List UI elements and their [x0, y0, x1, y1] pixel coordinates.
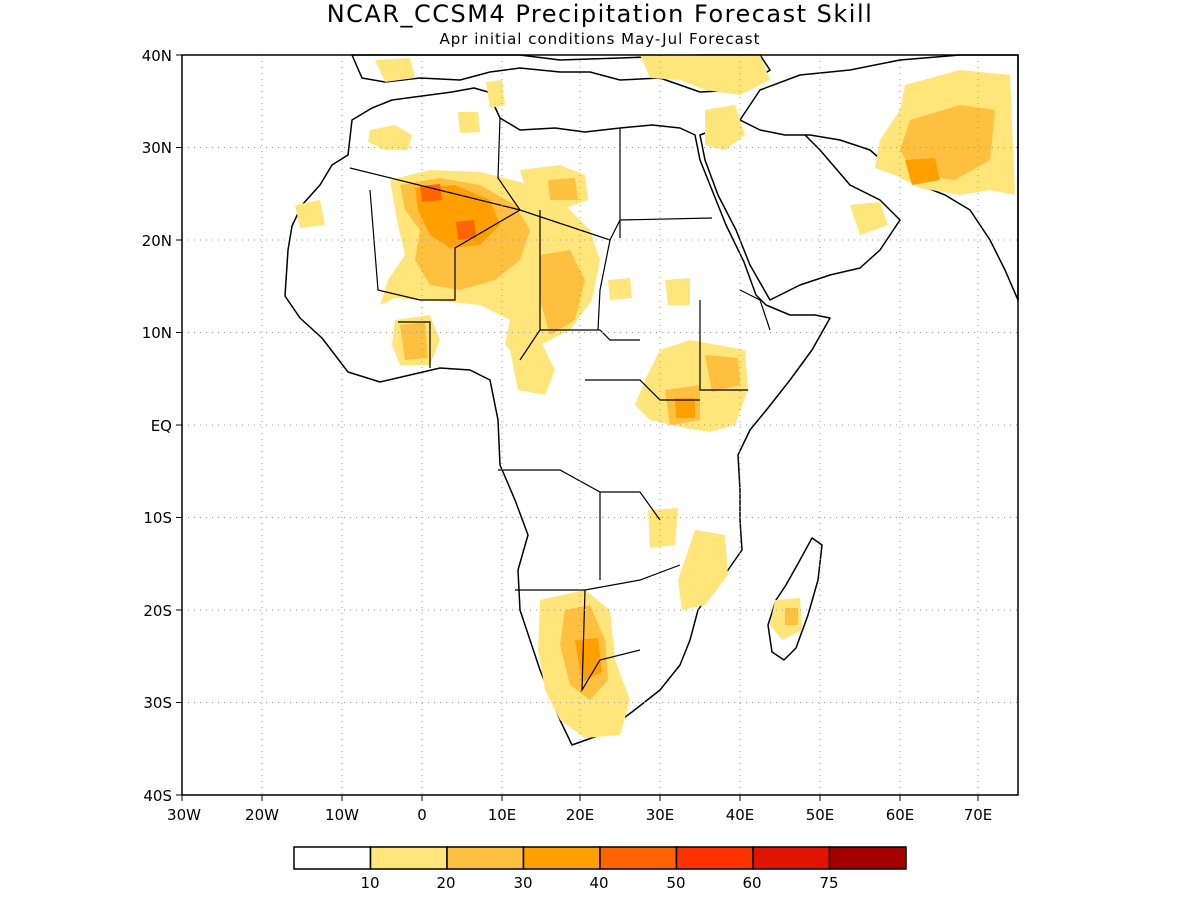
- lat-tick-label: 40S: [143, 787, 172, 805]
- plot-area: [176, 54, 1019, 801]
- colorbar-label: 75: [819, 874, 838, 892]
- lat-tick-label: 20S: [143, 602, 172, 620]
- skill-area-10-20: [850, 202, 888, 235]
- lat-tick-label: EQ: [151, 417, 172, 435]
- colorbar-label: 40: [589, 874, 608, 892]
- lon-tick-label: 70E: [964, 806, 993, 824]
- map-subtitle: Apr initial conditions May-Jul Forecast: [439, 30, 760, 48]
- gridlines: [182, 55, 1018, 795]
- lon-tick-label: 10W: [325, 806, 359, 824]
- skill-area-20-30: [400, 322, 428, 360]
- skill-area-20-30: [705, 355, 740, 392]
- lon-tick-label: 50E: [806, 806, 835, 824]
- colorbar-label: 10: [360, 874, 379, 892]
- colorbar-boxes: [293, 846, 907, 870]
- skill-shading: [295, 55, 1015, 738]
- skill-area-30-40: [905, 158, 940, 185]
- skill-area-10-20: [665, 278, 690, 305]
- skill-area-10-20: [705, 105, 745, 150]
- skill-area-10-20: [678, 530, 728, 610]
- tick-marks: [176, 54, 979, 801]
- skill-area-20-30: [548, 178, 578, 200]
- colorbar-swatch: [675, 846, 754, 870]
- lat-tick-label: 30S: [143, 694, 172, 712]
- skill-area-10-20: [486, 80, 505, 108]
- skill-area-40-50: [456, 220, 476, 240]
- longitude-axis: 30W 20W 10W 0 10E 20E 30E 40E 50E 60E 70…: [167, 806, 992, 824]
- colorbar-swatch: [752, 846, 831, 870]
- skill-area-30-40: [415, 185, 500, 248]
- skill-area-10-20: [375, 58, 415, 82]
- lat-tick-label: 30N: [142, 139, 172, 157]
- colorbar-swatch: [293, 846, 372, 870]
- skill-area-10-20: [368, 125, 412, 150]
- latitude-axis: 40N 30N 20N 10N EQ 10S 20S 30S 40S: [142, 47, 172, 805]
- lat-tick-label: 10S: [143, 509, 172, 527]
- colorbar: 10 20 30 40 50 60 75: [293, 846, 907, 892]
- lat-tick-label: 40N: [142, 47, 172, 65]
- lon-tick-label: 60E: [886, 806, 915, 824]
- colorbar-label: 30: [513, 874, 532, 892]
- skill-area-20-30: [785, 608, 798, 625]
- skill-area-30-40: [675, 398, 695, 418]
- skill-area-10-20: [458, 112, 480, 133]
- arabia-landmass: [699, 109, 901, 301]
- colorbar-swatch: [828, 846, 907, 870]
- colorbar-swatch: [522, 846, 601, 870]
- lon-tick-label: 30E: [646, 806, 675, 824]
- skill-area-10-20: [640, 55, 770, 95]
- lon-tick-label: 40E: [726, 806, 755, 824]
- colorbar-label: 60: [742, 874, 761, 892]
- skill-area-10-20: [648, 508, 678, 548]
- map-title: NCAR_CCSM4 Precipitation Forecast Skill: [327, 0, 874, 28]
- skill-area-20-30: [540, 250, 585, 335]
- lon-tick-label: 20E: [566, 806, 595, 824]
- skill-area-10-20: [608, 278, 632, 300]
- lat-tick-label: 20N: [142, 232, 172, 250]
- lat-tick-label: 10N: [142, 324, 172, 342]
- skill-area-30-40: [575, 638, 602, 682]
- country-borders: [349, 117, 771, 693]
- colorbar-label: 50: [666, 874, 685, 892]
- skill-area-10-20: [510, 340, 555, 395]
- skill-area-10-20: [295, 200, 325, 228]
- lon-tick-label: 10E: [488, 806, 517, 824]
- lon-tick-label: 30W: [167, 806, 201, 824]
- lon-tick-label: 0: [417, 806, 427, 824]
- colorbar-label: 20: [436, 874, 455, 892]
- colorbar-swatch: [446, 846, 525, 870]
- colorbar-swatch: [599, 846, 678, 870]
- lon-tick-label: 20W: [245, 806, 279, 824]
- skill-area-40-50: [420, 184, 442, 202]
- colorbar-swatch: [369, 846, 448, 870]
